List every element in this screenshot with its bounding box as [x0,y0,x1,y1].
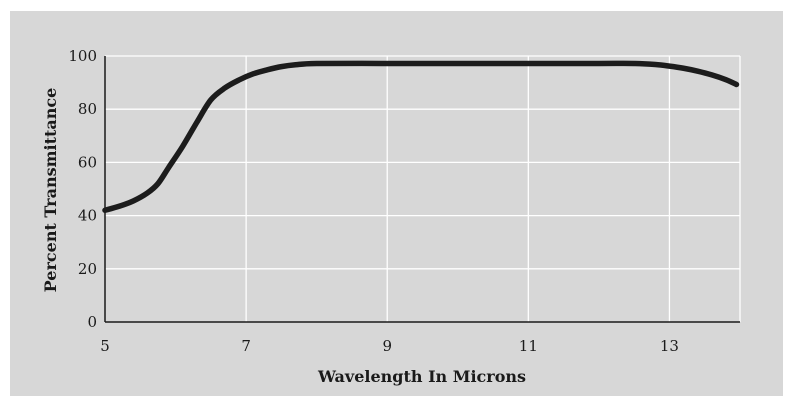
x-axis-title: Wavelength In Microns [317,367,526,386]
grid [104,55,741,323]
x-tick-label: 11 [519,337,538,355]
y-tick-label: 40 [78,207,97,225]
x-tick-label: 7 [241,337,251,355]
transmittance-curve [102,60,740,214]
y-tick-label: 100 [68,47,97,65]
y-tick-label: 80 [78,100,97,118]
y-tick-label: 60 [78,153,97,171]
x-tick-label: 9 [382,337,392,355]
x-tick-label: 13 [660,337,679,355]
x-tick-label: 5 [100,337,110,355]
y-tick-label: 20 [78,260,97,278]
chart-panel [10,11,783,396]
tick-labels: 0 20 40 60 80 100 5 7 9 11 13 [68,47,679,355]
y-tick-label: 0 [87,313,97,331]
y-axis-title: Percent Transmittance [41,88,60,293]
